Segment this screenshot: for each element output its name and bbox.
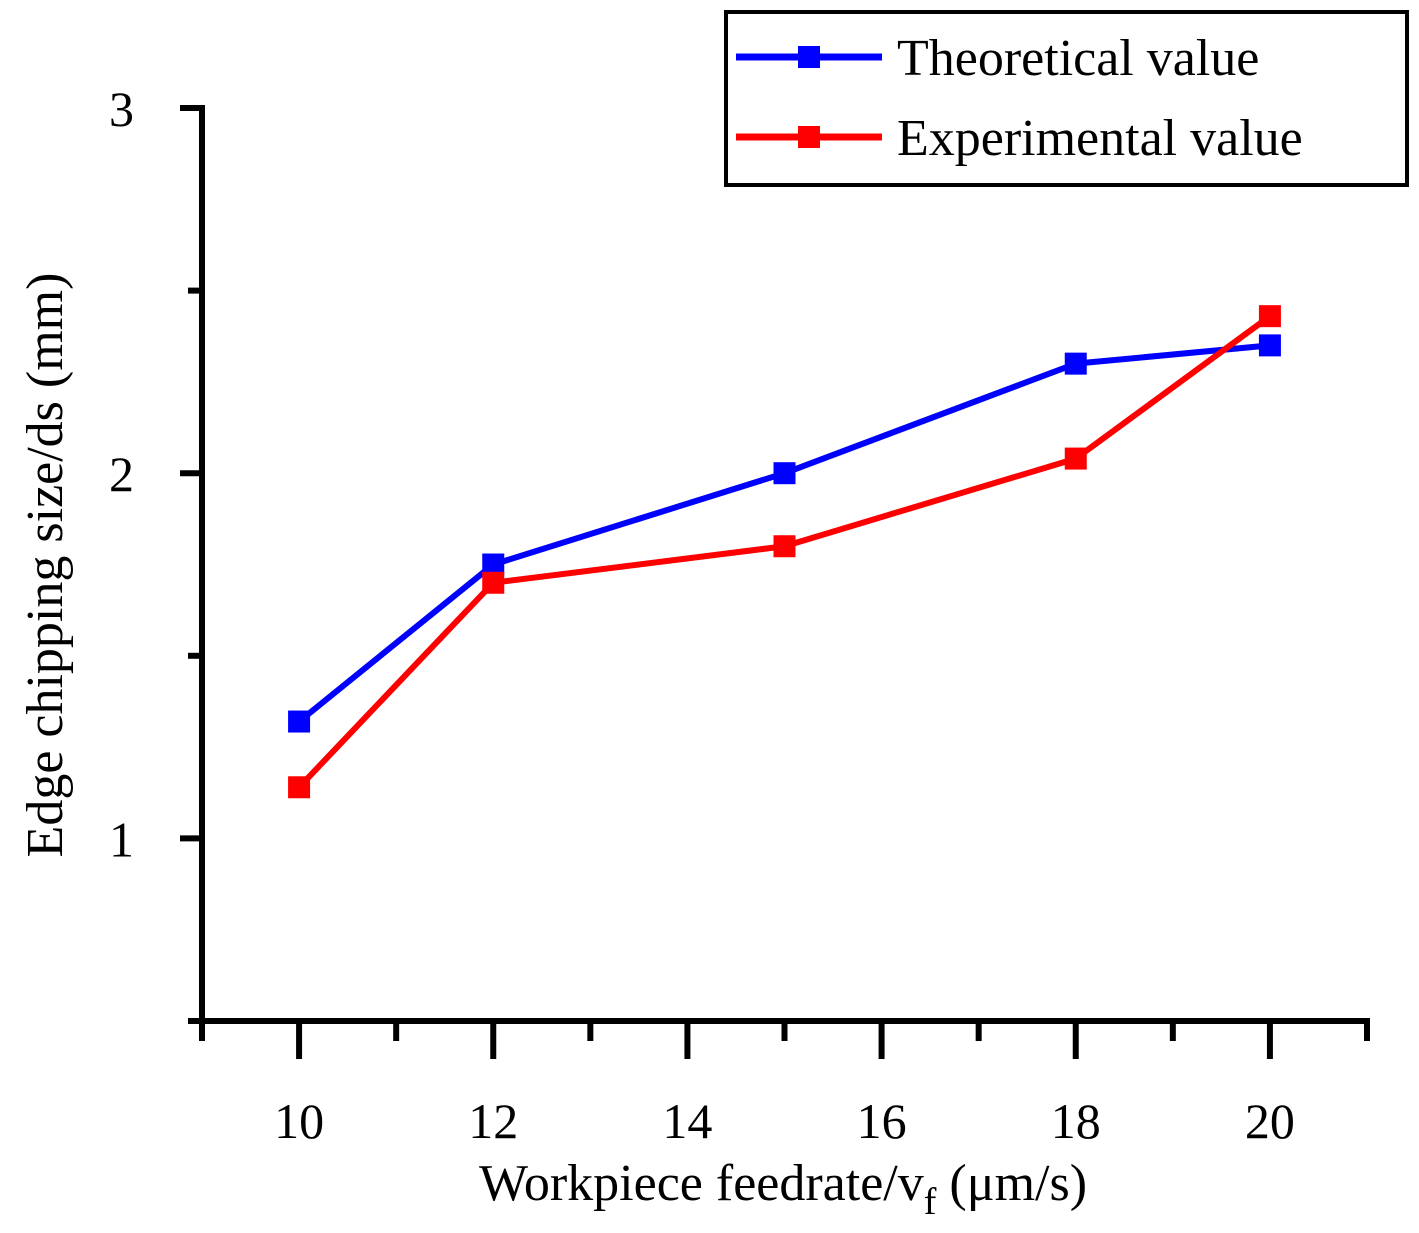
x-axis-title-main: Workpiece feedrate/v bbox=[479, 1155, 924, 1212]
legend-entries: Theoretical value Experimental value bbox=[736, 30, 1303, 167]
y-ticks: 1 2 3 bbox=[109, 81, 202, 1024]
series-layer bbox=[288, 305, 1281, 799]
y-tick-label: 2 bbox=[109, 446, 134, 502]
x-tick-label: 12 bbox=[468, 1093, 518, 1149]
data-point-experimental-value bbox=[1258, 305, 1281, 328]
legend-marker-theoretical-value bbox=[798, 46, 820, 68]
legend-label-experimental-value: Experimental value bbox=[897, 110, 1303, 167]
data-point-theoretical-value bbox=[773, 462, 796, 485]
data-point-experimental-value bbox=[773, 535, 796, 558]
x-tick-label: 16 bbox=[857, 1093, 907, 1149]
legend-entry-theoretical-value: Theoretical value bbox=[736, 30, 1259, 87]
x-axis-title-subscript: f bbox=[924, 1181, 937, 1223]
x-tick-label: 18 bbox=[1051, 1093, 1101, 1149]
series-line-theoretical-value bbox=[296, 342, 1273, 725]
data-point-theoretical-value bbox=[1258, 334, 1281, 357]
x-tick-label: 10 bbox=[274, 1093, 324, 1149]
legend-label-theoretical-value: Theoretical value bbox=[897, 30, 1259, 87]
legend-marker-experimental-value bbox=[798, 126, 820, 148]
data-point-theoretical-value bbox=[482, 553, 505, 576]
data-point-experimental-value bbox=[1064, 447, 1087, 470]
series-theoretical-value bbox=[288, 334, 1281, 733]
data-point-theoretical-value bbox=[1064, 352, 1087, 375]
axes bbox=[199, 105, 1370, 1024]
legend-entry-experimental-value: Experimental value bbox=[736, 110, 1303, 167]
data-point-experimental-value bbox=[288, 776, 311, 799]
x-axis-title: Workpiece feedrate/vf (μm/s) bbox=[479, 1155, 1087, 1223]
data-point-experimental-value bbox=[482, 571, 505, 594]
legend-box bbox=[724, 10, 1409, 187]
x-tick-label: 14 bbox=[662, 1093, 712, 1149]
x-tick-label: 20 bbox=[1245, 1093, 1295, 1149]
y-tick-label: 3 bbox=[109, 81, 134, 137]
series-experimental-value bbox=[288, 305, 1281, 799]
y-tick-label: 1 bbox=[109, 811, 134, 867]
data-point-theoretical-value bbox=[288, 710, 311, 733]
legend: Theoretical value Experimental value bbox=[724, 10, 1409, 187]
y-axis-title: Edge chipping size/ds (mm) bbox=[17, 273, 74, 858]
x-axis-title-unit: (μm/s) bbox=[936, 1155, 1087, 1212]
x-ticks: 10 12 14 16 18 20 bbox=[199, 1021, 1370, 1149]
